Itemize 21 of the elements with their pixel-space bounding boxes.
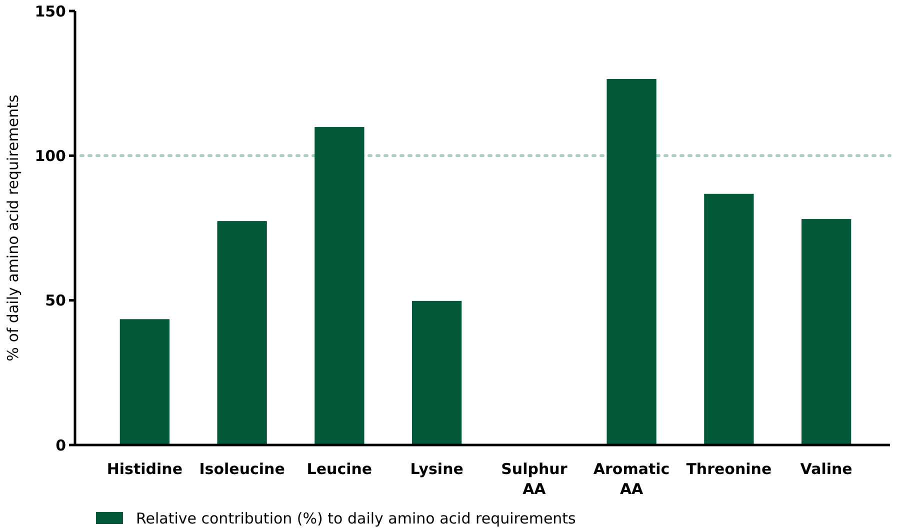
y-tick-label: 50 [45,292,66,310]
x-tick-label: Lysine [410,460,464,478]
x-tick-label: Valine [800,460,852,478]
bar [412,300,462,445]
x-tick-label: Threonine [686,460,772,478]
bar [606,78,656,445]
legend-label: Relative contribution (%) to daily amino acid requirements [136,509,576,528]
x-tick-label: Sulphur AA [501,460,568,498]
bar [217,221,267,445]
bar [704,194,754,445]
bar [314,127,364,445]
x-tick-label: Aromatic AA [593,460,670,498]
y-tick-label: 150 [34,2,66,20]
bar [120,319,170,445]
y-tick-label: 0 [56,436,66,454]
y-axis-title: % of daily amino acid requirements [4,94,22,362]
x-tick-label: Isoleucine [199,460,285,478]
y-tick-label: 100 [34,146,66,165]
bar [801,219,852,445]
x-tick-label: Leucine [306,460,372,478]
x-tick-label: Histidine [106,460,183,478]
